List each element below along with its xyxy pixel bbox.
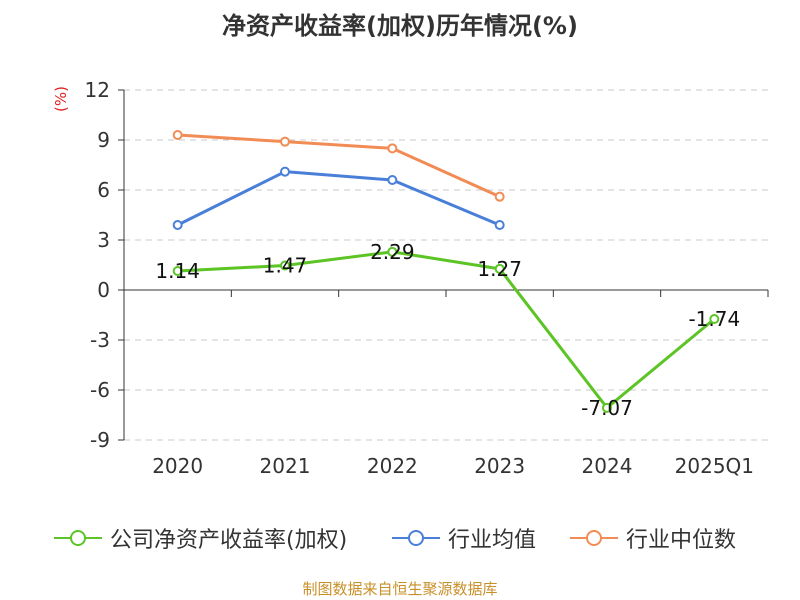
- legend-circle-industry-mean: [408, 530, 424, 546]
- y-tick-label: 12: [85, 78, 110, 102]
- x-tick-label: 2025Q1: [675, 454, 754, 478]
- legend-label-industry-median: 行业中位数: [626, 528, 737, 553]
- series-2-point: [494, 191, 505, 202]
- data-label: 2.29: [370, 240, 415, 264]
- series-1-point: [280, 166, 290, 177]
- axis-layer: 12 9 6 3 0 -3 -6 -9 2020 2021 2022 2023 2024 2025Q1: [85, 78, 769, 478]
- series-0-point: [602, 402, 612, 413]
- series-line-2: [177, 133, 501, 199]
- legend-marker-company: [54, 530, 102, 546]
- x-tick-label: 2022: [367, 454, 418, 478]
- series-2-point: [387, 143, 398, 154]
- series-layer: [172, 130, 720, 413]
- y-tick-label: 9: [97, 128, 110, 152]
- data-label: -7.07: [581, 396, 633, 420]
- legend-label-industry-mean: 行业均值: [448, 528, 537, 553]
- legend-circle-company: [70, 530, 86, 546]
- y-tick-label: -9: [90, 428, 110, 452]
- series-line-1: [176, 170, 501, 227]
- x-tick-label: 2024: [582, 454, 633, 478]
- data-label: 1.14: [155, 259, 200, 283]
- legend: 公司净资产收益率(加权) 行业均值 行业中位数: [0, 520, 800, 556]
- series-0-point: [709, 314, 720, 324]
- y-tick-label: 6: [97, 178, 110, 202]
- label-layer: 1.14 1.47 2.29 1.27 -7.07 -1.74: [155, 240, 740, 420]
- series-2-point: [172, 130, 183, 140]
- source-note: 制图数据来自恒生聚源数据库: [302, 580, 498, 598]
- data-label: -1.74: [688, 307, 740, 331]
- series-0-point: [387, 246, 398, 257]
- x-tick-label: 2023: [474, 454, 525, 478]
- series-line-0: [177, 250, 716, 410]
- series-0-point: [172, 266, 183, 276]
- data-label: 1.47: [263, 254, 308, 278]
- legend-item-industry-median[interactable]: 行业中位数: [568, 520, 736, 556]
- y-tick-label: -3: [90, 328, 110, 352]
- x-tick-label: 2020: [152, 454, 203, 478]
- series-0-point: [494, 263, 505, 274]
- data-label: 1.27: [477, 257, 522, 281]
- series-1-point: [172, 220, 183, 230]
- chart-title: 净资产收益率(加权)历年情况(%): [222, 12, 578, 40]
- legend-item-company[interactable]: 公司净资产收益率(加权): [52, 520, 347, 556]
- legend-circle-industry-median: [586, 530, 602, 546]
- legend-label-company: 公司净资产收益率(加权): [110, 528, 348, 553]
- series-0-point: [280, 260, 290, 271]
- y-tick-label: -6: [90, 378, 110, 402]
- y-tick-label: 3: [97, 228, 110, 252]
- series-1-point: [494, 220, 505, 230]
- legend-marker-industry-median: [570, 530, 618, 546]
- series-1-point: [387, 175, 398, 185]
- series-2-point: [280, 136, 290, 147]
- y-tick-label: 0: [97, 278, 110, 302]
- legend-marker-industry-mean: [392, 530, 440, 546]
- grid-layer: [124, 89, 768, 441]
- legend-item-industry-mean[interactable]: 行业均值: [390, 520, 536, 556]
- x-tick-label: 2021: [260, 454, 311, 478]
